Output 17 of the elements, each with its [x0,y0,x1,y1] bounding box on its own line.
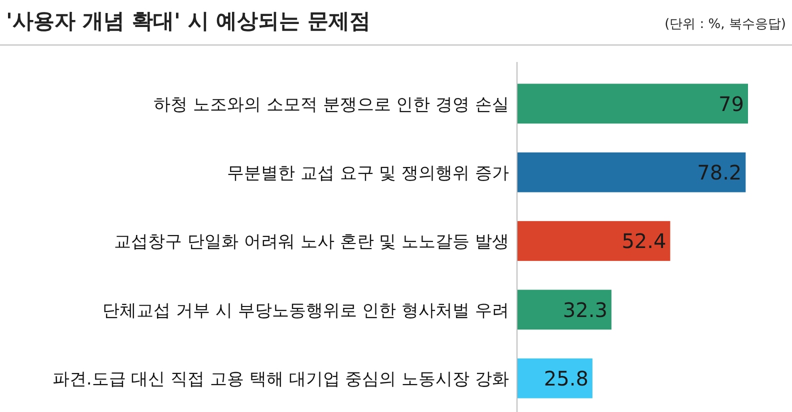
bar [517,290,612,330]
data-label: 79 [718,92,744,116]
bar [517,84,748,124]
bar [517,358,592,398]
y-tick-label: 교섭창구 단일화 어려워 노사 혼란 및 노노갈등 발생 [114,232,509,252]
data-label: 25.8 [544,366,588,391]
data-label: 78.2 [697,160,742,185]
data-label: 32.3 [562,298,608,322]
bar [517,221,670,261]
y-tick-label: 단체교섭 거부 시 부당노동행위로 인한 형사처벌 우려 [102,300,509,321]
y-tick-label: 하청 노조와의 소모적 분쟁으로 인한 경영 손실 [154,94,509,115]
y-tick-label: 파견.도급 대신 직접 고용 택해 대기업 중심의 노동시장 강화 [52,369,509,390]
text: '사용자 개념 확대' 시 예상되는 문제점 [6,9,370,33]
bar [517,152,746,192]
y-tick-label: 무분별한 교섭 요구 및 쟁의행위 증가 [226,163,509,184]
text: (단위 : %, 복수응답) [664,17,786,32]
data-label: 52.4 [622,229,666,254]
